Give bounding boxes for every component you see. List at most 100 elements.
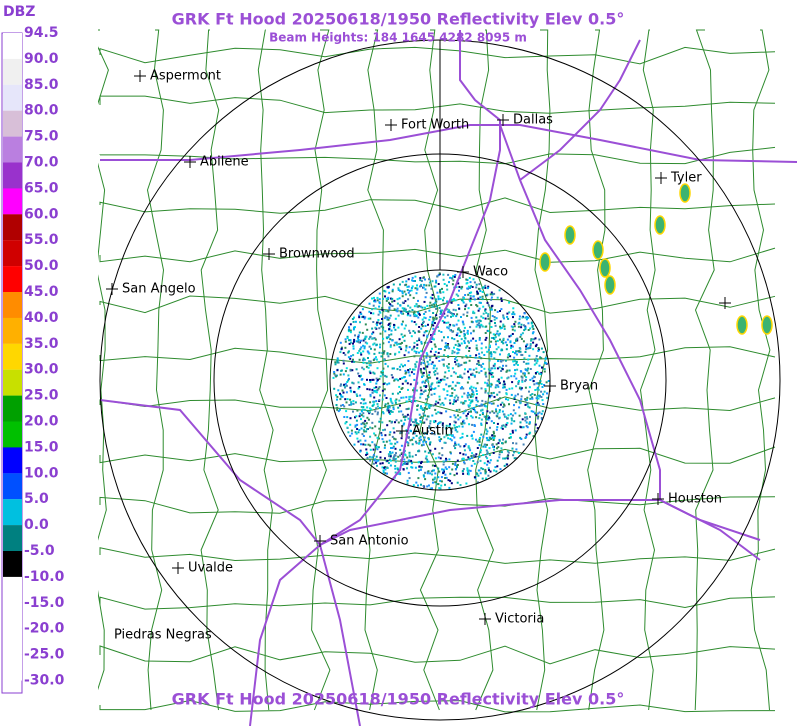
echo xyxy=(527,322,530,325)
echo xyxy=(450,394,453,397)
echo xyxy=(429,422,432,425)
echo xyxy=(454,461,457,464)
echo xyxy=(369,444,372,447)
echo xyxy=(452,324,455,327)
echo xyxy=(524,403,527,406)
echo xyxy=(397,314,400,317)
echo xyxy=(499,397,501,400)
echo xyxy=(533,363,536,366)
echo xyxy=(411,368,414,371)
echo xyxy=(471,400,474,403)
echo xyxy=(436,305,438,308)
echo xyxy=(517,322,520,325)
colorbar-label: 70.0 xyxy=(24,155,59,171)
echo xyxy=(382,328,385,331)
echo xyxy=(419,435,422,438)
echo xyxy=(473,375,476,378)
echo xyxy=(415,323,418,326)
echo xyxy=(407,351,410,354)
echo xyxy=(512,307,515,310)
colorbar-label: -30.0 xyxy=(24,673,65,689)
echo xyxy=(410,289,413,292)
county-line xyxy=(99,396,776,413)
echo xyxy=(461,470,464,472)
echo xyxy=(425,440,428,443)
echo xyxy=(372,462,375,465)
echo xyxy=(391,411,394,413)
echo xyxy=(462,472,465,475)
echo xyxy=(429,404,432,407)
echo xyxy=(525,425,528,428)
echo xyxy=(388,382,391,385)
echo xyxy=(424,306,426,309)
echo xyxy=(400,348,403,351)
echo xyxy=(513,363,516,366)
echo xyxy=(503,380,505,383)
echo xyxy=(516,368,519,371)
colorbar-segment xyxy=(3,110,22,137)
echo xyxy=(427,460,430,463)
echo xyxy=(490,372,493,375)
echo xyxy=(425,284,428,287)
echo xyxy=(481,351,483,354)
echo xyxy=(380,355,383,358)
echo xyxy=(388,455,391,458)
echo xyxy=(448,309,451,312)
echo xyxy=(468,298,471,301)
echo xyxy=(389,464,392,467)
echo xyxy=(387,405,389,408)
echo xyxy=(521,426,524,429)
echo xyxy=(475,316,478,319)
echo xyxy=(433,322,436,324)
echo xyxy=(368,337,371,340)
echo xyxy=(516,350,519,353)
echo xyxy=(416,287,419,290)
echo xyxy=(369,395,372,398)
echo xyxy=(467,445,470,448)
echo xyxy=(504,425,507,428)
echo xyxy=(489,346,491,348)
echo xyxy=(449,472,452,475)
echo xyxy=(478,307,481,310)
echo xyxy=(456,313,459,316)
echo xyxy=(394,454,397,457)
echo xyxy=(540,371,543,374)
echo xyxy=(371,404,374,407)
echo xyxy=(444,441,447,444)
echo xyxy=(428,374,431,376)
echo xyxy=(486,384,489,387)
echo xyxy=(535,414,538,417)
echo xyxy=(405,346,408,349)
colorbar-segment xyxy=(3,188,22,215)
echo xyxy=(366,342,369,345)
echo xyxy=(430,363,433,365)
echo xyxy=(373,432,376,435)
echo xyxy=(467,376,470,379)
echo xyxy=(374,390,377,393)
echo xyxy=(490,373,493,376)
echo xyxy=(420,462,422,465)
echo xyxy=(337,389,340,392)
echo xyxy=(407,278,410,281)
echo xyxy=(484,400,487,403)
echo xyxy=(364,419,367,422)
echo xyxy=(392,283,395,286)
echo xyxy=(383,358,386,361)
echo xyxy=(387,355,390,358)
echo xyxy=(365,365,368,368)
echo xyxy=(472,311,475,314)
echo xyxy=(363,423,366,426)
echo xyxy=(457,304,460,306)
echo xyxy=(485,455,488,458)
echo xyxy=(495,410,498,413)
echo xyxy=(511,431,514,434)
echo xyxy=(449,438,452,440)
echo xyxy=(484,371,487,374)
echo xyxy=(427,470,430,473)
echo xyxy=(418,413,421,416)
echo xyxy=(496,459,499,462)
echo xyxy=(358,429,361,431)
echo xyxy=(354,416,356,419)
echo xyxy=(410,462,413,465)
echo xyxy=(385,440,388,443)
